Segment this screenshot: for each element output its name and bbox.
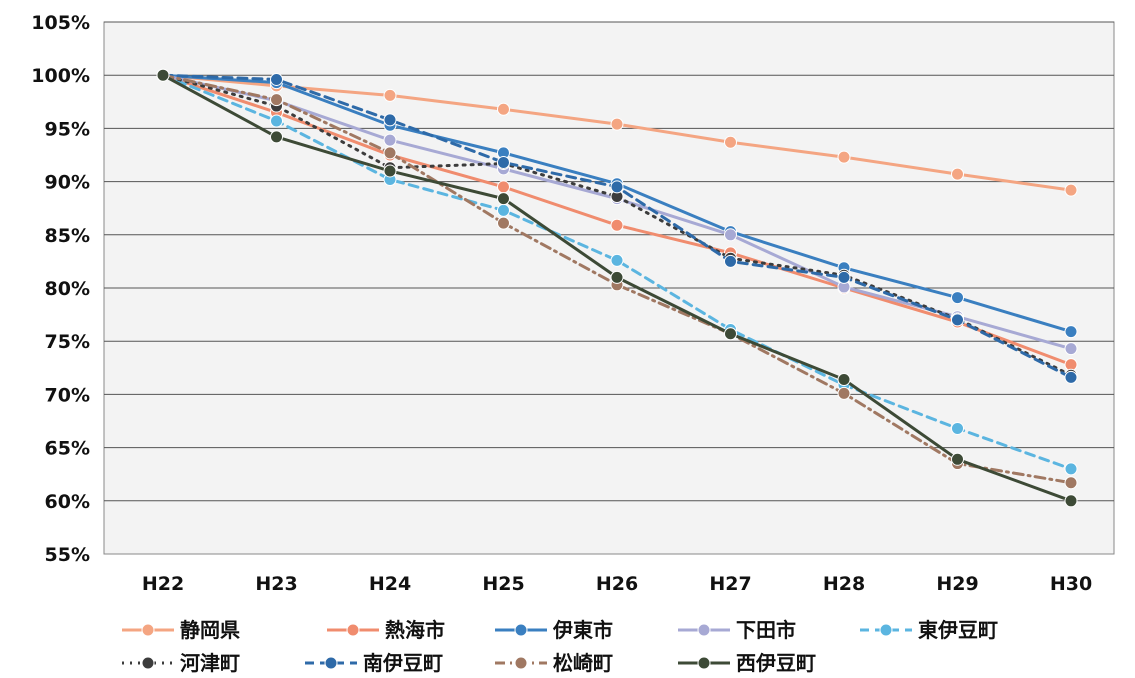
x-tick-label: H25 [482,573,524,595]
data-point [497,216,510,230]
legend-item: 伊東市 [495,618,613,642]
legend-marker [514,623,528,637]
data-point [837,386,851,400]
data-point [610,218,624,232]
data-point [156,68,170,82]
legend-marker [141,623,155,637]
legend-marker [346,623,360,637]
data-point [270,130,283,144]
data-point [383,113,397,127]
y-tick-label: 95% [45,118,90,140]
legend-label: 西伊豆町 [736,651,816,675]
legend-item: 静岡県 [122,618,240,642]
y-tick-label: 80% [45,278,90,300]
series-7 [156,68,1078,384]
y-tick-label: 55% [45,544,90,566]
x-tick-label: H28 [823,573,865,595]
legend-marker [879,623,893,637]
y-tick-label: 85% [45,225,90,247]
data-point [497,155,510,169]
series-9 [156,68,1078,508]
y-tick-label: 75% [45,331,90,353]
x-tick-label: H27 [709,573,751,595]
data-point [383,146,397,160]
legend-item: 熱海市 [327,618,445,642]
data-point [497,203,510,217]
x-tick-label: H24 [369,573,411,595]
data-point [497,180,510,194]
legend-marker [697,623,711,637]
data-point [951,167,964,181]
series-1 [156,68,1078,197]
data-point [1064,494,1078,508]
legend-label: 静岡県 [180,618,240,642]
x-tick-label: H29 [936,573,978,595]
legend-item: 南伊豆町 [305,651,443,675]
legend-label: 河津町 [180,651,240,675]
data-point [270,114,283,128]
legend-item: 下田市 [678,618,796,642]
data-point [1064,325,1078,339]
data-point [724,135,737,149]
y-tick-label: 105% [31,12,90,34]
data-point [724,327,737,341]
data-point [383,88,397,102]
data-point [724,228,737,242]
data-point [383,164,397,178]
y-tick-label: 100% [31,65,90,87]
x-tick-label: H22 [142,573,184,595]
data-point [837,373,851,387]
legend-item: 西伊豆町 [678,651,816,675]
legend-item: 河津町 [122,651,240,675]
legend-item: 松崎町 [495,651,613,675]
data-point [837,270,851,284]
data-point [610,270,624,284]
data-point [1064,370,1078,384]
data-point [837,150,851,164]
x-axis-ticks: H22 H23 H24 H25 H26 H27 H28 H29 H30 [142,573,1092,595]
legend-label: 伊東市 [552,618,613,642]
data-point [383,133,397,147]
data-point [951,452,964,466]
data-point [610,253,624,267]
legend-label: 下田市 [736,618,796,642]
legend-marker [324,656,338,670]
legend-item: 東伊豆町 [860,618,998,642]
legend-label: 東伊豆町 [918,618,998,642]
series-layer [156,68,1078,508]
data-point [270,93,283,107]
legend-marker [141,656,155,670]
y-tick-label: 65% [45,438,90,460]
data-point [951,421,964,435]
data-point [497,192,510,206]
data-point [270,72,283,86]
x-tick-label: H26 [596,573,638,595]
series-line [161,73,1073,471]
data-point [1064,462,1078,476]
data-point [951,313,964,327]
data-point [1064,342,1078,356]
legend-marker [697,656,711,670]
data-point [1064,476,1078,490]
legend-marker [514,656,528,670]
y-tick-label: 60% [45,491,90,513]
data-point [610,180,624,194]
legend-label: 熱海市 [385,618,445,642]
data-point [1064,183,1078,197]
y-tick-label: 70% [45,384,90,406]
x-tick-label: H30 [1050,573,1092,595]
y-tick-label: 90% [45,172,90,194]
data-point [610,117,624,131]
series-line [161,73,1073,485]
legend-label: 松崎町 [553,651,613,675]
data-point [497,102,510,116]
x-tick-label: H23 [255,573,297,595]
data-point [951,291,964,305]
data-point [724,254,737,268]
legend-label: 南伊豆町 [363,651,443,675]
y-axis-ticks: 55% 60% 65% 70% 75% 80% 85% 90% 95% 100% 105% [31,12,90,566]
